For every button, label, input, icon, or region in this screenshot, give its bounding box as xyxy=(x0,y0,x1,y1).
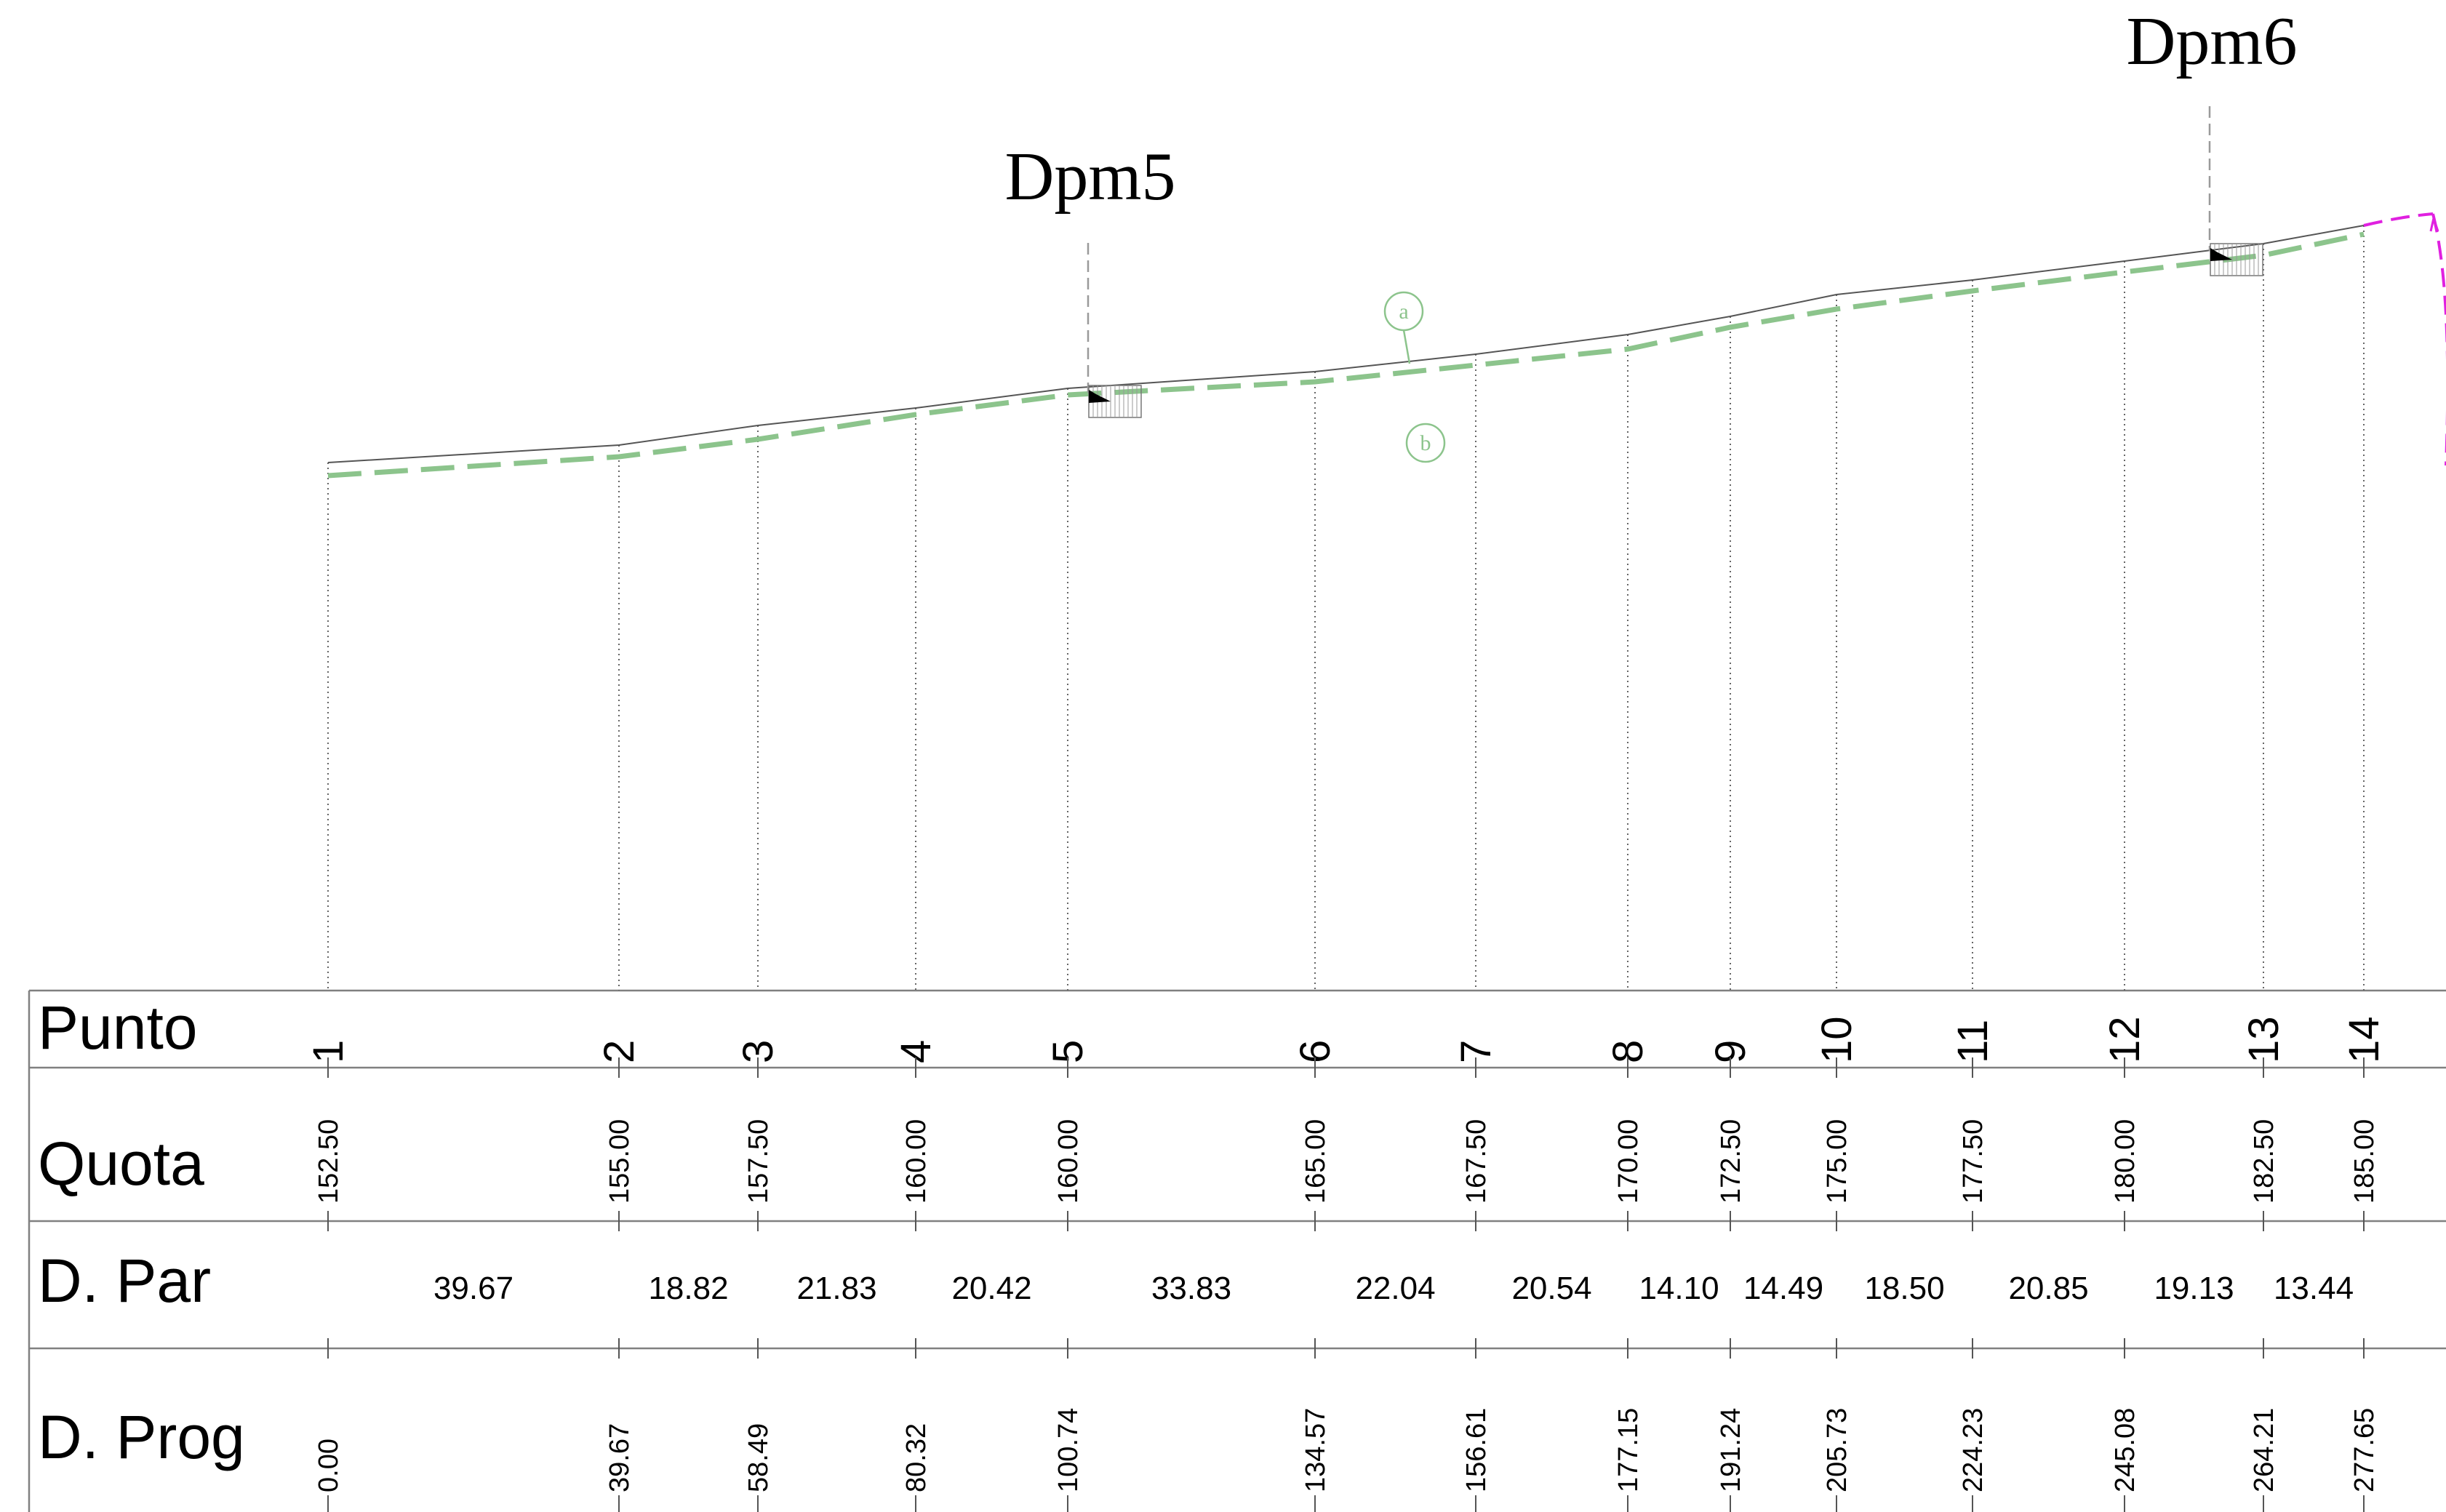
punto-cell: 11 xyxy=(1949,1020,1997,1063)
punto-cell: 12 xyxy=(2101,1016,2149,1063)
dprog-cell: 205.73 xyxy=(1822,1408,1853,1492)
dprog-cell: 58.49 xyxy=(743,1423,774,1492)
dprog-cell: 156.61 xyxy=(1461,1408,1492,1492)
table-cells: 1152.500.002155.0039.673157.5058.494160.… xyxy=(305,1016,2388,1512)
dpar-cell: 22.04 xyxy=(1355,1271,1435,1306)
dprog-cell: 39.67 xyxy=(604,1423,635,1492)
dprog-cell: 224.23 xyxy=(1958,1408,1989,1492)
table-labels: Punto Quota D. Par D. Prog xyxy=(38,993,245,1471)
quota-cell: 177.50 xyxy=(1958,1119,1989,1204)
dpar-cell: 33.83 xyxy=(1151,1271,1231,1306)
dpar-cell: 18.82 xyxy=(648,1271,728,1306)
punto-cell: 14 xyxy=(2341,1016,2388,1063)
station-lines xyxy=(327,225,2365,991)
row-label-dprog: D. Prog xyxy=(38,1403,245,1471)
quota-cell: 160.00 xyxy=(1053,1119,1084,1204)
dpar-cell: 19.13 xyxy=(2154,1271,2234,1306)
dprog-cell: 245.08 xyxy=(2110,1408,2141,1492)
marker-label-dpm5: Dpm5 xyxy=(1005,139,1176,215)
dprog-cell: 0.00 xyxy=(313,1439,344,1492)
quota-cell: 152.50 xyxy=(313,1119,344,1204)
callout-label-a: a xyxy=(1399,300,1408,324)
dpar-cell: 18.50 xyxy=(1864,1271,1944,1306)
dpar-cell: 21.83 xyxy=(796,1271,876,1306)
profile-lines xyxy=(327,212,2446,479)
row-label-dpar: D. Par xyxy=(38,1247,211,1315)
quota-cell: 160.00 xyxy=(901,1119,932,1204)
punto-cell: 10 xyxy=(1813,1016,1861,1063)
dpar-cell: 20.85 xyxy=(2008,1271,2088,1306)
callout-label-b: b xyxy=(1420,431,1431,455)
marker-symbol-dpm5 xyxy=(1089,390,1111,403)
row-label-punto: Punto xyxy=(38,993,198,1062)
terrain-line xyxy=(327,225,2365,463)
dpar-cell: 14.10 xyxy=(1639,1271,1719,1306)
row-label-quota: Quota xyxy=(38,1129,204,1198)
dprog-cell: 134.57 xyxy=(1300,1408,1331,1492)
quota-cell: 167.50 xyxy=(1461,1119,1492,1204)
design-line xyxy=(327,231,2365,479)
callout-leader-a xyxy=(1402,329,1411,364)
dpar-cell: 20.54 xyxy=(1511,1271,1591,1306)
dprog-cell: 277.65 xyxy=(2349,1408,2380,1492)
marker-label-dpm6: Dpm6 xyxy=(2127,4,2298,79)
quota-cell: 157.50 xyxy=(743,1119,774,1204)
quota-cell: 182.50 xyxy=(2249,1119,2279,1204)
table-grid xyxy=(28,989,2446,1512)
callout-circle-b xyxy=(1405,423,1446,463)
dprog-cell: 80.32 xyxy=(901,1423,932,1492)
punto-cell: 13 xyxy=(2240,1016,2287,1063)
dprog-cell: 177.15 xyxy=(1613,1408,1644,1492)
magenta-arrow xyxy=(2429,214,2439,232)
quota-cell: 170.00 xyxy=(1613,1119,1644,1204)
marker-symbol-dpm6 xyxy=(2210,248,2232,261)
dprog-cell: 100.74 xyxy=(1053,1408,1084,1492)
dpar-cell: 13.44 xyxy=(2274,1271,2354,1306)
quota-cell: 165.00 xyxy=(1300,1119,1331,1204)
markers: Dpm5 Dpm6 a b xyxy=(1005,4,2298,463)
quota-cell: 180.00 xyxy=(2110,1119,2141,1204)
dprog-cell: 191.24 xyxy=(1716,1408,1746,1492)
dpar-cell: 39.67 xyxy=(433,1271,513,1306)
quota-cell: 155.00 xyxy=(604,1119,635,1204)
dpar-cell: 14.49 xyxy=(1743,1271,1823,1306)
quota-cell: 175.00 xyxy=(1822,1119,1853,1204)
dpar-cell: 20.42 xyxy=(951,1271,1031,1306)
magenta-curve-down xyxy=(2431,213,2446,465)
dprog-cell: 264.21 xyxy=(2249,1408,2279,1492)
quota-cell: 172.50 xyxy=(1716,1119,1746,1204)
quota-cell: 185.00 xyxy=(2349,1119,2380,1204)
magenta-curve-top xyxy=(2363,212,2434,227)
